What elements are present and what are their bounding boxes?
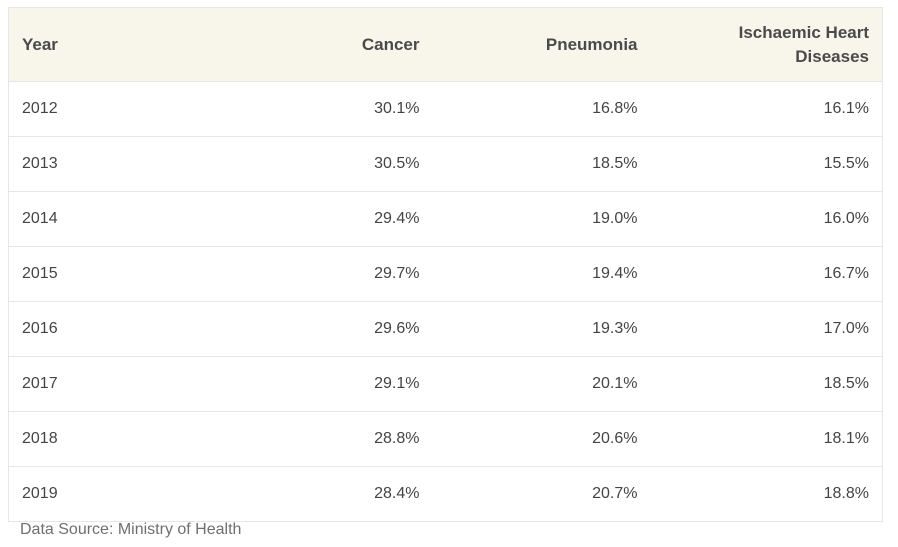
- cell-year: 2016: [22, 320, 58, 337]
- cell-value: 19.4%: [592, 265, 638, 282]
- cell-value: 30.1%: [374, 100, 420, 117]
- cell-value: 20.1%: [592, 375, 638, 392]
- table-body: 2012 30.1% 16.8% 16.1% 2013 30.5% 18.5% 15.5% 20…: [8, 81, 883, 522]
- cell-value: 29.4%: [374, 210, 420, 227]
- cell-value: 18.8%: [823, 485, 869, 502]
- causes-of-death-table: Year Cancer Pneumonia Ischaemic Heart Di…: [8, 7, 883, 522]
- table-row: 2018 28.8% 20.6% 18.1%: [8, 411, 883, 467]
- cell-value: 18.5%: [823, 375, 869, 392]
- cell-value: 16.0%: [823, 210, 869, 227]
- cell-year: 2013: [22, 155, 58, 172]
- header-row: Year Cancer Pneumonia Ischaemic Heart Di…: [8, 7, 883, 82]
- table-container: Year Cancer Pneumonia Ischaemic Heart Di…: [8, 7, 883, 522]
- cell-value: 17.0%: [823, 320, 869, 337]
- cell-value: 20.7%: [592, 485, 638, 502]
- table-row: 2012 30.1% 16.8% 16.1%: [8, 81, 883, 137]
- cell-value: 20.6%: [592, 430, 638, 447]
- cell-year: 2019: [22, 485, 58, 502]
- header-year: Year: [22, 34, 58, 54]
- cell-value: 16.1%: [823, 100, 869, 117]
- cell-value: 16.8%: [592, 100, 638, 117]
- header-ischaemic-heart-diseases: Ischaemic Heart Diseases: [738, 22, 869, 66]
- cell-value: 29.1%: [374, 375, 420, 392]
- table-row: 2015 29.7% 19.4% 16.7%: [8, 246, 883, 302]
- cell-value: 18.5%: [592, 155, 638, 172]
- table-row: 2019 28.4% 20.7% 18.8%: [8, 466, 883, 522]
- cell-value: 28.4%: [374, 485, 420, 502]
- cell-value: 30.5%: [374, 155, 420, 172]
- table-row: 2013 30.5% 18.5% 15.5%: [8, 136, 883, 192]
- table-row: 2014 29.4% 19.0% 16.0%: [8, 191, 883, 247]
- cell-value: 29.6%: [374, 320, 420, 337]
- header-cancer: Cancer: [361, 34, 420, 54]
- table-header: Year Cancer Pneumonia Ischaemic Heart Di…: [8, 7, 883, 82]
- cell-value: 16.7%: [823, 265, 869, 282]
- cell-value: 19.3%: [592, 320, 638, 337]
- table-row: 2017 29.1% 20.1% 18.5%: [8, 356, 883, 412]
- data-source-note: Data Source: Ministry of Health: [20, 521, 242, 538]
- cell-value: 15.5%: [823, 155, 869, 172]
- cell-year: 2017: [22, 375, 58, 392]
- cell-year: 2015: [22, 265, 58, 282]
- cell-year: 2012: [22, 100, 58, 117]
- cell-value: 18.1%: [823, 430, 869, 447]
- cell-value: 19.0%: [592, 210, 638, 227]
- cell-year: 2018: [22, 430, 58, 447]
- header-pneumonia: Pneumonia: [545, 34, 638, 54]
- table-row: 2016 29.6% 19.3% 17.0%: [8, 301, 883, 357]
- cell-year: 2014: [22, 210, 58, 227]
- cell-value: 29.7%: [374, 265, 420, 282]
- cell-value: 28.8%: [374, 430, 420, 447]
